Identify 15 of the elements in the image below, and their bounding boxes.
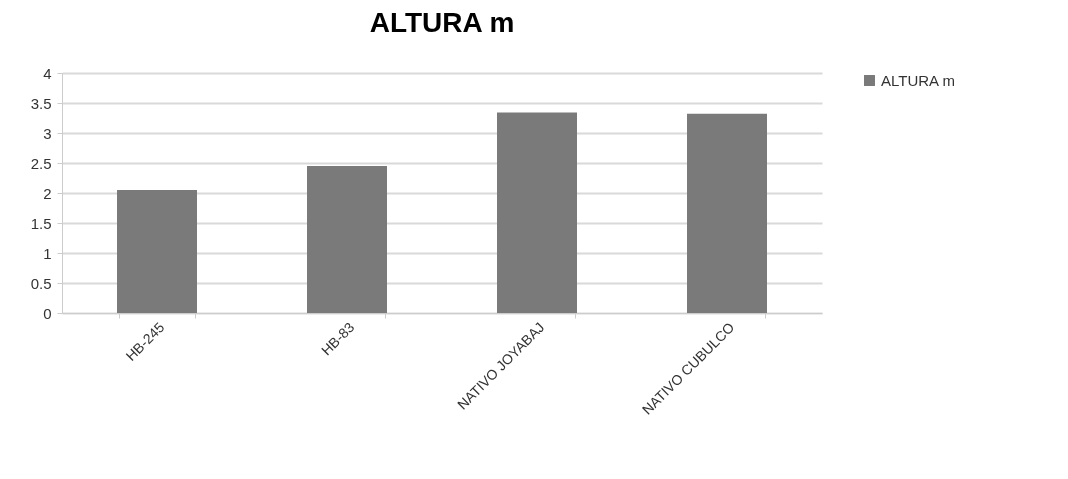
chart-title: ALTURA m <box>369 7 515 38</box>
legend-label: ALTURA m <box>881 71 955 89</box>
y-tick-label: 1 <box>43 244 52 262</box>
bar <box>497 112 577 313</box>
y-tick-label: 0 <box>43 304 52 322</box>
y-tick-label: 3 <box>43 124 52 142</box>
bar <box>307 166 387 313</box>
y-tick-label: 3.5 <box>30 94 52 112</box>
y-tick-label: 2 <box>43 184 52 202</box>
y-tick-label: 2.5 <box>30 154 52 172</box>
y-tick-label: 1.5 <box>30 214 52 232</box>
y-tick-label: 4 <box>43 64 52 82</box>
y-tick-label: 0.5 <box>30 274 52 292</box>
bar <box>687 113 767 313</box>
bar <box>117 190 197 313</box>
